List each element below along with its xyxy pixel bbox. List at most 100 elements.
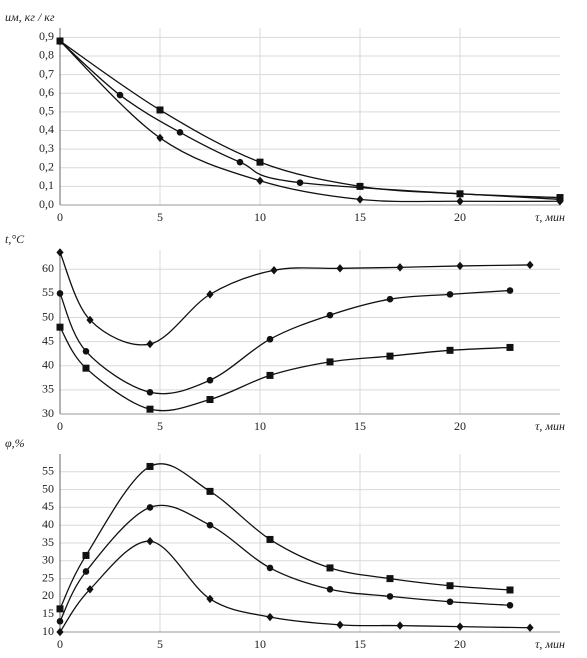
- marker: [386, 575, 394, 583]
- marker: [256, 176, 264, 185]
- x-tick-label: 20: [454, 210, 466, 224]
- y-tick-label: 55: [42, 285, 54, 299]
- marker: [266, 564, 274, 572]
- marker: [386, 295, 394, 303]
- y-tick-label: 45: [42, 333, 54, 347]
- marker: [206, 487, 214, 495]
- marker: [270, 266, 278, 275]
- marker: [146, 537, 154, 546]
- marker: [336, 264, 344, 273]
- marker: [506, 586, 514, 594]
- series-line: [59, 252, 531, 346]
- marker: [506, 602, 514, 609]
- x-tick-label: 10: [254, 210, 266, 224]
- marker: [176, 129, 184, 136]
- marker: [206, 396, 214, 404]
- marker: [56, 627, 64, 637]
- marker: [266, 335, 274, 343]
- x-tick-label: 0: [57, 637, 63, 651]
- marker: [56, 605, 64, 613]
- marker: [396, 621, 404, 630]
- marker: [296, 179, 304, 186]
- marker: [82, 364, 90, 372]
- marker: [356, 182, 364, 190]
- marker: [356, 195, 364, 204]
- marker: [146, 339, 154, 349]
- x-tick-label: 15: [354, 419, 366, 433]
- marker: [56, 248, 64, 257]
- x-tick-label: 15: [354, 637, 366, 651]
- y-tick-label: 0,5: [39, 104, 54, 118]
- marker: [206, 376, 214, 384]
- marker: [326, 358, 334, 366]
- marker: [146, 462, 154, 470]
- marker: [556, 197, 564, 206]
- y-tick-label: 50: [42, 481, 54, 495]
- marker: [156, 106, 164, 114]
- y-tick-label: 0,2: [39, 159, 54, 173]
- series-line: [59, 540, 531, 633]
- marker: [456, 261, 464, 271]
- marker: [146, 405, 154, 413]
- marker: [446, 582, 454, 590]
- y-tick-label: 0,1: [39, 178, 54, 192]
- x-tick-label: 0: [57, 210, 63, 224]
- marker: [446, 598, 454, 606]
- y-tick-label: 0,7: [39, 66, 54, 80]
- marker: [82, 347, 90, 355]
- series-line: [59, 463, 511, 610]
- marker: [56, 290, 64, 297]
- marker: [396, 263, 404, 272]
- marker: [326, 585, 334, 593]
- y-tick-label: 55: [42, 464, 54, 478]
- marker: [206, 594, 214, 604]
- y-tick-label: 50: [42, 309, 54, 323]
- x-tick-label: 5: [157, 637, 163, 651]
- x-tick-label: 20: [454, 419, 466, 433]
- y-tick-label: 0,4: [39, 122, 54, 136]
- y-tick-label: 0,3: [39, 141, 54, 155]
- y-tick-label: 0,0: [39, 197, 54, 211]
- marker: [326, 311, 334, 319]
- y-tick-label: 40: [42, 517, 54, 531]
- marker: [56, 618, 64, 625]
- x-tick-label: 5: [157, 210, 163, 224]
- x-axis-label: τ, мин: [535, 637, 565, 651]
- marker: [526, 623, 534, 632]
- marker: [116, 91, 124, 99]
- marker: [446, 291, 454, 298]
- marker: [146, 504, 154, 511]
- marker: [336, 620, 344, 630]
- marker: [266, 371, 274, 379]
- marker: [86, 315, 94, 325]
- x-tick-label: 15: [354, 210, 366, 224]
- series-line: [59, 326, 511, 412]
- y-tick-label: 0,6: [39, 85, 54, 99]
- marker: [156, 133, 164, 143]
- marker: [506, 343, 514, 351]
- x-tick-label: 10: [254, 419, 266, 433]
- marker: [456, 622, 464, 631]
- series-line: [59, 40, 561, 203]
- x-tick-label: 10: [254, 637, 266, 651]
- y-tick-label: 0,9: [39, 29, 54, 43]
- marker: [256, 158, 264, 166]
- y-tick-label: 30: [42, 406, 54, 420]
- series-line: [59, 289, 511, 395]
- marker: [82, 568, 90, 575]
- y-tick-label: 40: [42, 358, 54, 372]
- marker: [386, 352, 394, 360]
- marker: [266, 612, 274, 622]
- marker: [266, 535, 274, 543]
- marker: [56, 323, 64, 331]
- y-tick-label: 35: [42, 382, 54, 396]
- marker: [506, 287, 514, 294]
- marker: [56, 36, 64, 46]
- y-tick-label: 35: [42, 535, 54, 549]
- x-tick-label: 20: [454, 637, 466, 651]
- marker: [206, 290, 214, 299]
- x-axis-label: τ, мин: [535, 419, 565, 433]
- marker: [86, 585, 94, 594]
- y-tick-label: 15: [42, 606, 54, 620]
- marker: [526, 260, 534, 270]
